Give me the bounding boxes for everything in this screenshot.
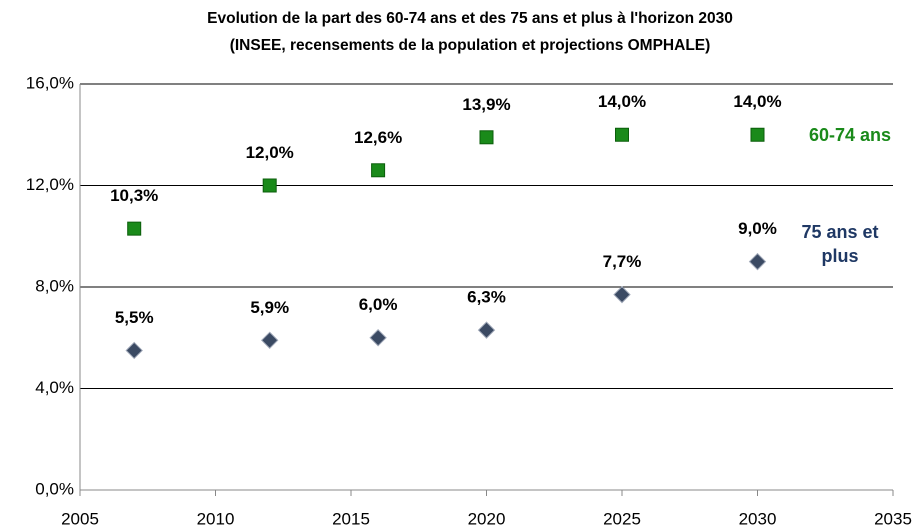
y-tick-label: 12,0% (26, 175, 74, 194)
y-tick-label: 16,0% (26, 73, 74, 92)
y-tick-label: 4,0% (35, 378, 74, 397)
data-label: 6,0% (359, 295, 398, 314)
data-label: 9,0% (738, 219, 777, 238)
y-tick-label: 0,0% (35, 479, 74, 498)
data-label: 12,0% (246, 143, 294, 162)
marker (262, 178, 277, 193)
marker (750, 127, 765, 142)
x-tick-label: 2015 (332, 509, 370, 528)
data-label: 5,5% (115, 308, 154, 327)
y-tick-label: 8,0% (35, 276, 74, 295)
marker (613, 285, 631, 304)
legend-label: 75 ans et plus (801, 221, 879, 266)
x-tick-label: 2030 (739, 509, 777, 528)
data-label: 5,9% (250, 298, 289, 317)
chart-title: Evolution de la part des 60-74 ans et de… (207, 10, 733, 27)
data-label: 14,0% (733, 92, 781, 111)
marker (369, 329, 387, 347)
marker (479, 130, 494, 145)
data-label: 14,0% (598, 92, 646, 111)
marker (748, 252, 767, 271)
x-tick-label: 2035 (874, 509, 912, 528)
marker (477, 321, 496, 339)
x-tick-label: 2005 (61, 509, 99, 528)
marker (371, 163, 386, 178)
marker (615, 127, 629, 142)
x-tick-label: 2025 (603, 509, 641, 528)
data-label: 7,7% (603, 252, 642, 271)
data-label: 10,3% (110, 186, 158, 205)
marker (127, 221, 142, 236)
marker (125, 341, 143, 360)
legend-label: 60-74 ans (808, 124, 892, 145)
data-label: 6,3% (467, 288, 506, 307)
marker (260, 331, 279, 349)
data-label: 13,9% (462, 95, 510, 114)
chart-subtitle: (INSEE, recensements de la population et… (230, 37, 711, 54)
x-tick-label: 2020 (468, 509, 506, 528)
data-label: 12,6% (354, 128, 402, 147)
x-tick-label: 2010 (197, 509, 235, 528)
